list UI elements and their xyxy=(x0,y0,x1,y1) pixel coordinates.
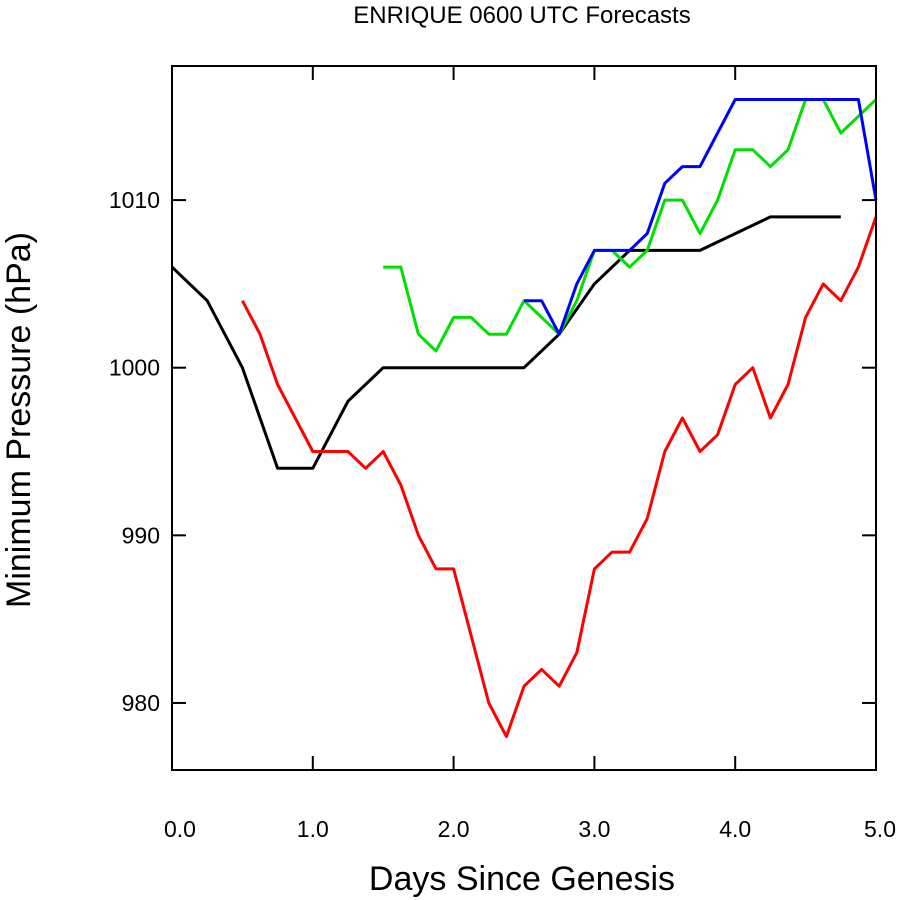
y-axis-title: Minimum Pressure (hPa) xyxy=(0,232,38,608)
plot-frame xyxy=(171,65,877,771)
series-line-2 xyxy=(241,216,878,738)
series-line-1 xyxy=(170,215,841,470)
tick-layer: 0.0 1.0 2.0 3.0 4.0 5.0 980 990 1000 1010 xyxy=(109,66,896,842)
y-tick-label: 990 xyxy=(122,522,160,548)
x-tick-label: 5.0 xyxy=(864,816,896,842)
chart-title: ENRIQUE 0600 UTC Forecasts xyxy=(353,2,690,29)
series-line-4 xyxy=(524,98,878,336)
y-tick-label: 1000 xyxy=(109,355,160,381)
y-tick-label: 1010 xyxy=(109,187,160,213)
x-tick-label: 4.0 xyxy=(719,816,751,842)
x-tick-label: 2.0 xyxy=(438,816,470,842)
x-tick-label: 3.0 xyxy=(578,816,610,842)
series-layer xyxy=(170,98,878,738)
y-tick-label: 980 xyxy=(122,690,160,716)
series-line-3 xyxy=(383,98,878,353)
x-tick-label: 1.0 xyxy=(297,816,329,842)
x-tick-label: 0.0 xyxy=(164,816,196,842)
x-axis-title: Days Since Genesis xyxy=(369,860,675,898)
